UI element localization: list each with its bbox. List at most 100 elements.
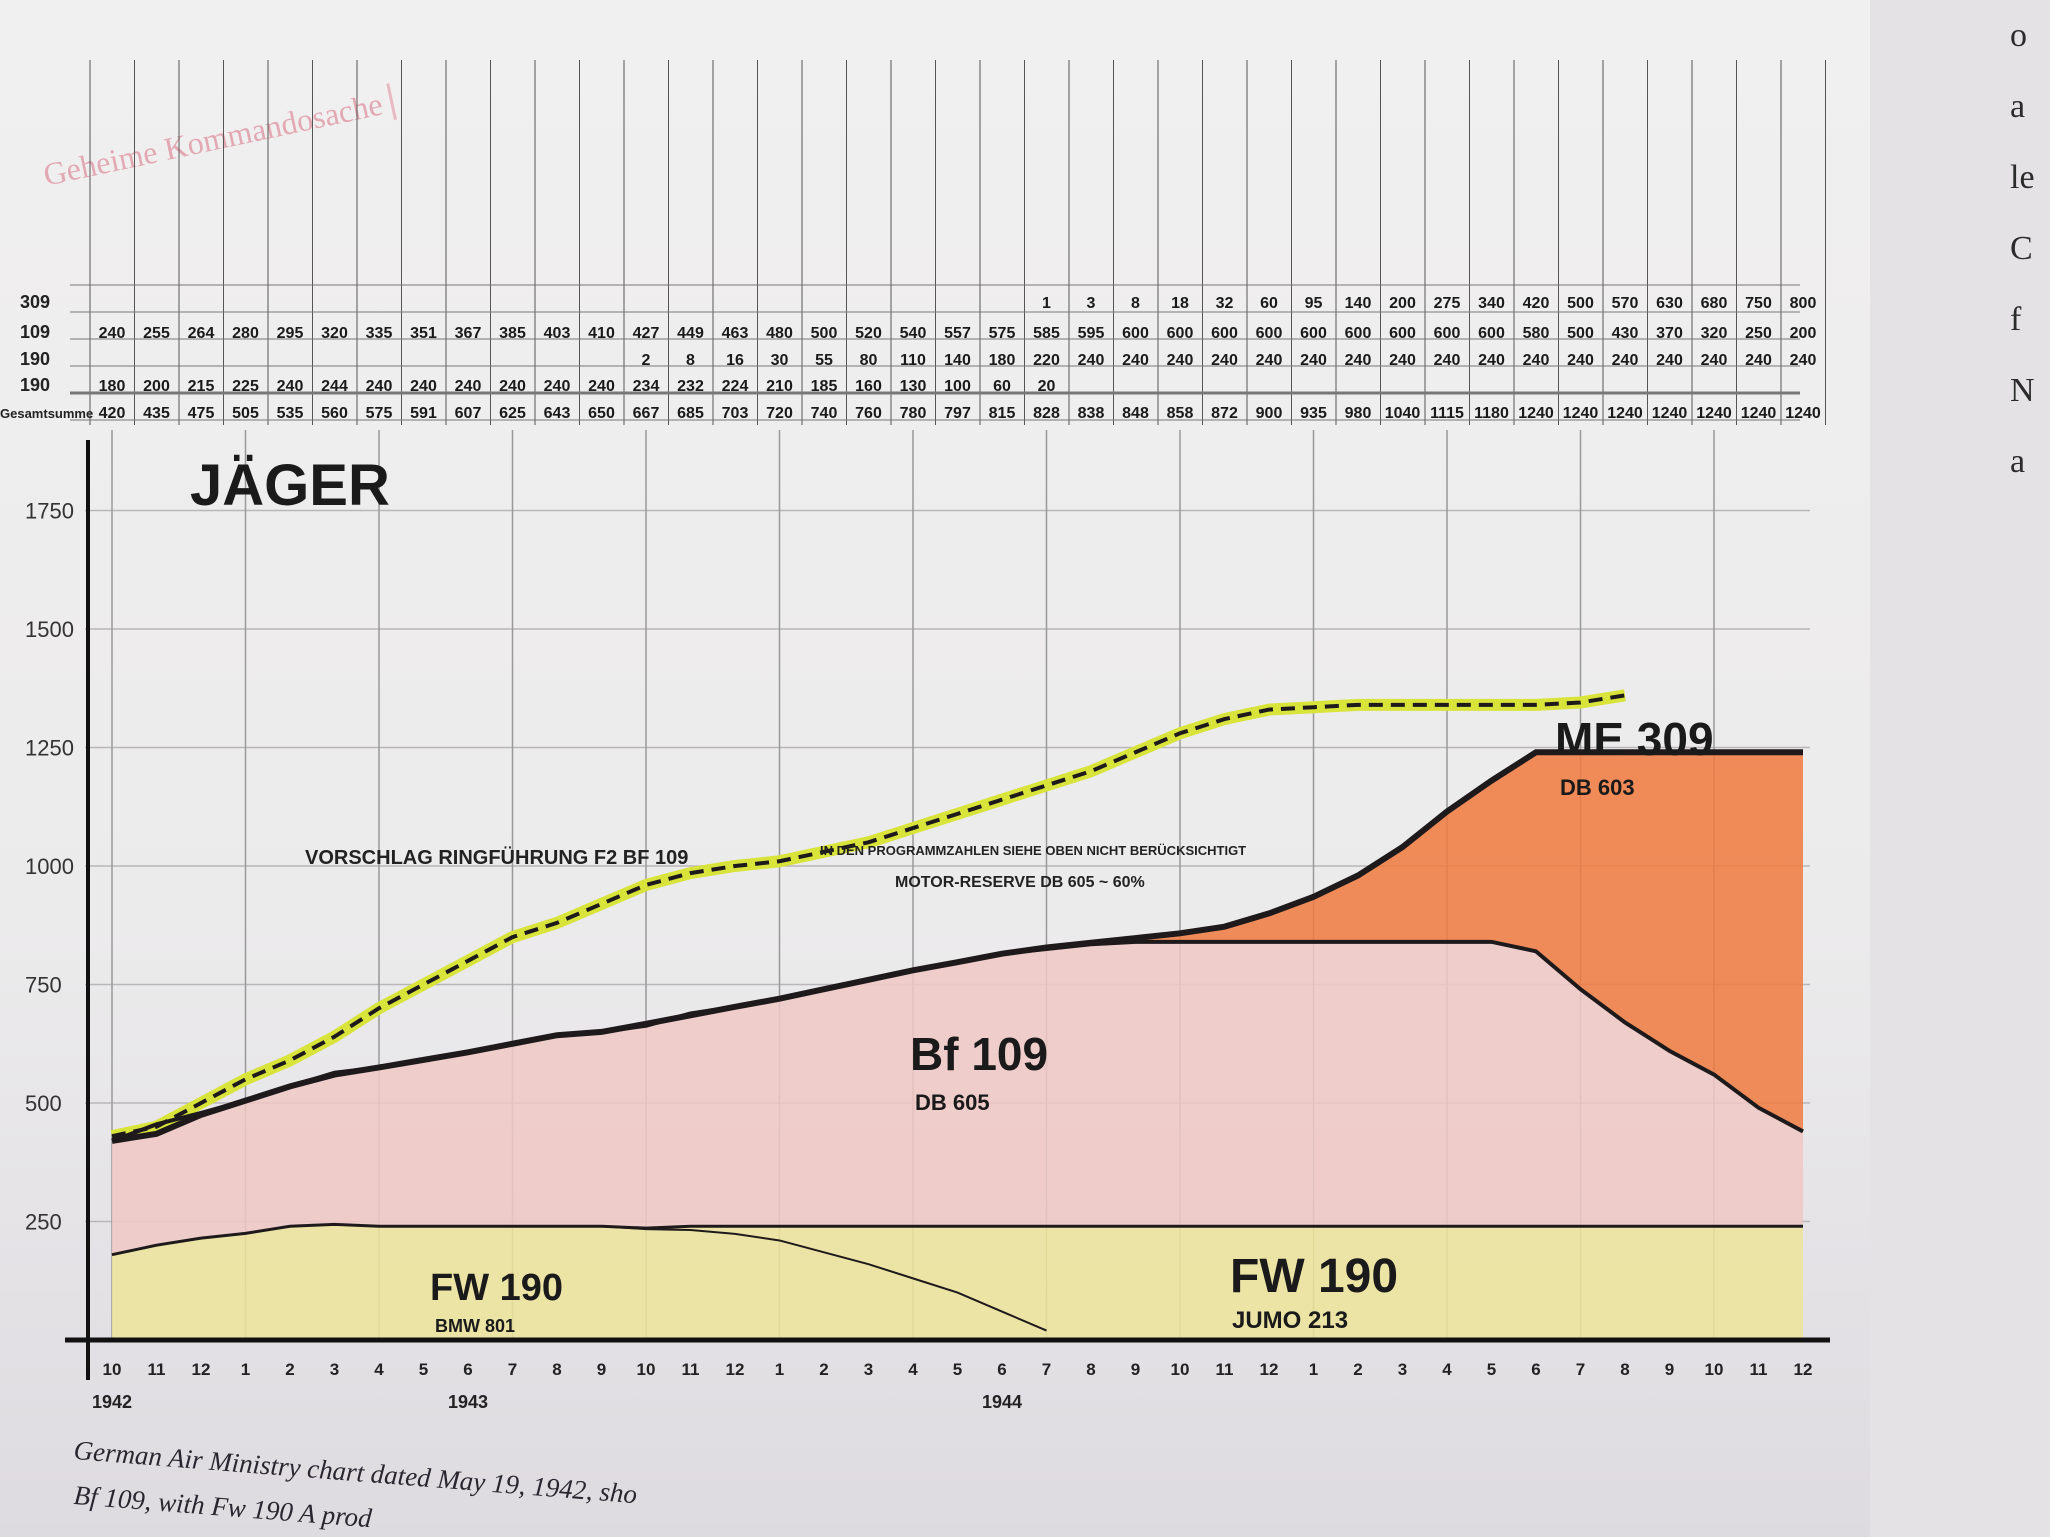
x-tick-label: 12 xyxy=(192,1360,211,1379)
chart-title: JÄGER xyxy=(190,453,390,518)
table-cell: 650 xyxy=(588,405,615,422)
x-tick-label: 11 xyxy=(1750,1360,1768,1379)
x-tick-label: 11 xyxy=(148,1360,166,1379)
table-cell: 110 xyxy=(900,352,926,369)
note-annotation: IN DEN PROGRAMMZAHLEN SIEHE OBEN NICHT B… xyxy=(820,843,1246,858)
table-cell: 240 xyxy=(99,325,126,342)
y-tick-label: 250 xyxy=(25,1210,62,1235)
table-cell: 685 xyxy=(677,405,704,422)
table-cell: 410 xyxy=(588,325,615,342)
table-cell: 240 xyxy=(1211,352,1238,369)
table-cell: 351 xyxy=(410,325,437,342)
table-cell: 900 xyxy=(1256,405,1283,422)
table-cell: 275 xyxy=(1434,295,1461,312)
year-label: 1944 xyxy=(982,1392,1022,1412)
x-tick-label: 5 xyxy=(419,1360,428,1379)
table-cell: 240 xyxy=(366,378,393,395)
x-tick-label: 11 xyxy=(682,1360,700,1379)
table-cell: 232 xyxy=(677,378,704,395)
table-row-label: 190 xyxy=(20,375,50,395)
table-cell: 240 xyxy=(1523,352,1550,369)
x-tick-label: 2 xyxy=(819,1360,828,1379)
table-cell: 370 xyxy=(1656,325,1683,342)
table-cell: 557 xyxy=(944,325,971,342)
table-cell: 234 xyxy=(633,378,660,395)
x-tick-label: 6 xyxy=(1531,1360,1540,1379)
table-cell: 244 xyxy=(321,378,348,395)
fw190a-label: FW 190 xyxy=(430,1267,563,1309)
table-cell: 1240 xyxy=(1518,405,1554,422)
x-tick-label: 7 xyxy=(1042,1360,1051,1379)
table-cell: 224 xyxy=(722,378,749,395)
table-cell: 3 xyxy=(1087,295,1096,312)
proposal-dashed-line xyxy=(111,693,1626,1139)
me309-engine-label: DB 603 xyxy=(1560,775,1635,800)
table-cell: 210 xyxy=(766,378,793,395)
table-cell: 500 xyxy=(1567,295,1594,312)
x-tick-label: 4 xyxy=(374,1360,384,1379)
x-tick-label: 1 xyxy=(775,1360,784,1379)
table-cell: 797 xyxy=(944,405,971,422)
table-cell: 16 xyxy=(726,352,744,369)
table-cell: 240 xyxy=(1567,352,1594,369)
x-tick-label: 10 xyxy=(1171,1360,1190,1379)
x-tick-label: 12 xyxy=(1260,1360,1279,1379)
table-cell: 200 xyxy=(143,378,170,395)
x-tick-label: 4 xyxy=(1442,1360,1452,1379)
table-cell: 30 xyxy=(771,352,789,369)
x-tick-label: 9 xyxy=(1665,1360,1674,1379)
book-page: Geheime Kommandosache 309 109 190 190 Gesamt… xyxy=(0,0,1870,1537)
table-cell: 780 xyxy=(900,405,927,422)
table-cell: 1240 xyxy=(1741,405,1777,422)
fw190d-label: FW 190 xyxy=(1230,1250,1398,1303)
table-cell: 385 xyxy=(499,325,526,342)
table-cell: 180 xyxy=(99,378,126,395)
margin-word-fragment: a xyxy=(2010,443,2026,480)
margin-word-fragment: le xyxy=(2010,159,2035,196)
table-cell: 225 xyxy=(232,378,259,395)
table-cell: 140 xyxy=(1345,295,1372,312)
margin-word-fragment: o xyxy=(2010,17,2027,54)
table-cell: 1240 xyxy=(1652,405,1688,422)
table-cell: 535 xyxy=(277,405,304,422)
table-cell: 240 xyxy=(1434,352,1461,369)
table-cell: 240 xyxy=(277,378,304,395)
y-tick-label: 1250 xyxy=(25,736,74,761)
table-cell: 140 xyxy=(944,352,971,369)
table-cell: 625 xyxy=(499,405,526,422)
table-cell: 130 xyxy=(900,378,927,395)
table-cell: 240 xyxy=(1790,352,1817,369)
table-cell: 848 xyxy=(1122,405,1149,422)
table-cell: 240 xyxy=(544,378,571,395)
table-cell: 600 xyxy=(1122,325,1149,342)
table-cell: 750 xyxy=(1745,295,1772,312)
table-cell: 600 xyxy=(1478,325,1505,342)
table-cell: 240 xyxy=(1478,352,1505,369)
table-cell: 185 xyxy=(811,378,838,395)
table-cell: 8 xyxy=(686,352,695,369)
x-tick-label: 7 xyxy=(1576,1360,1585,1379)
fw190a-engine-label: BMW 801 xyxy=(435,1316,515,1336)
table-cell: 600 xyxy=(1434,325,1461,342)
table-cell: 240 xyxy=(1389,352,1416,369)
table-cell: 240 xyxy=(410,378,437,395)
y-tick-label: 750 xyxy=(25,973,62,998)
bf109-label: Bf 109 xyxy=(910,1028,1048,1080)
table-cell: 858 xyxy=(1167,405,1194,422)
table-cell: 250 xyxy=(1745,325,1772,342)
table-cell: 240 xyxy=(1656,352,1683,369)
x-tick-label: 11 xyxy=(1216,1360,1234,1379)
bf109-area xyxy=(112,941,1803,1255)
table-cell: 320 xyxy=(321,325,348,342)
table-cell: 1240 xyxy=(1563,405,1599,422)
table-cell: 180 xyxy=(989,352,1016,369)
table-cell: 595 xyxy=(1078,325,1105,342)
table-cell: 703 xyxy=(722,405,749,422)
table-cell: 463 xyxy=(722,325,749,342)
table-cell: 1180 xyxy=(1474,405,1509,422)
table-cell: 740 xyxy=(811,405,838,422)
table-cell: 240 xyxy=(455,378,482,395)
table-cell: 430 xyxy=(1612,325,1639,342)
x-tick-label: 3 xyxy=(330,1360,339,1379)
x-tick-label: 10 xyxy=(103,1360,122,1379)
